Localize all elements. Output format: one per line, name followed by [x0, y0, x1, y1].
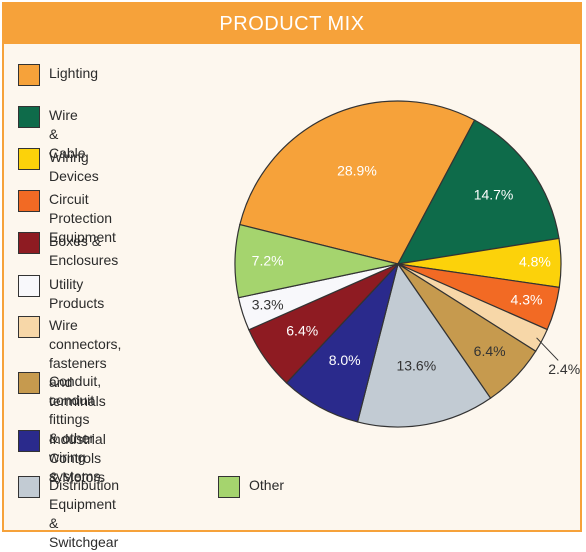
legend-label: Utility Products: [49, 276, 105, 311]
legend-swatch: [218, 476, 240, 498]
legend-item: Wire connectors, fasteners and terminals: [18, 316, 121, 411]
pie-slice: [356, 262, 492, 428]
legend-label: Wiring Devices: [49, 149, 99, 184]
legend-item: Boxes & Enclosures: [18, 232, 118, 270]
legend-item: Lighting: [18, 64, 98, 86]
legend-swatch: [18, 316, 40, 338]
leader-line: [536, 337, 559, 361]
slice-label: 2.4%: [548, 361, 580, 377]
slice-label: 3.3%: [252, 297, 284, 313]
legend-item: Other: [218, 476, 284, 498]
legend-swatch: [18, 106, 40, 128]
chart-header: PRODUCT MIX: [4, 4, 580, 44]
slice-label: 14.7%: [474, 187, 514, 203]
legend-swatch: [18, 476, 40, 498]
legend-item: Wire & Cable: [18, 106, 86, 163]
pie-slice: [239, 100, 476, 265]
slice-label: 8.0%: [329, 352, 361, 368]
legend-swatch: [18, 232, 40, 254]
legend-label: Boxes & Enclosures: [49, 233, 119, 268]
legend-label: Circuit Protection Equipment: [49, 191, 116, 245]
slice-label: 7.2%: [252, 252, 284, 268]
legend-swatch: [18, 64, 40, 86]
legend-swatch: [18, 372, 40, 394]
legend-item: Conduit, conduit fittings & other wiring…: [18, 372, 101, 486]
legend-item: Wiring Devices: [18, 148, 99, 186]
slice-label: 28.9%: [337, 162, 377, 178]
pie-slice: [234, 223, 399, 299]
legend-swatch: [18, 430, 40, 452]
slice-label: 4.8%: [519, 254, 551, 270]
chart-title: PRODUCT MIX: [219, 12, 365, 35]
legend-label: Wire & Cable: [49, 107, 86, 161]
slice-label: 6.4%: [474, 343, 506, 359]
legend-label: Lighting: [49, 65, 99, 81]
legend-swatch: [18, 275, 40, 297]
legend-label: Wire connectors, fasteners and terminals: [49, 317, 122, 409]
pie-chart: 28.9%14.7%4.8%4.3%2.4%6.4%13.6%8.0%6.4%3…: [234, 100, 580, 428]
legend-label: Industrial Controls & Motors: [49, 431, 106, 485]
slice-label: 13.6%: [396, 357, 436, 373]
legend-item: Utility Products: [18, 275, 104, 313]
pie-slice: [396, 119, 560, 265]
legend-label: Other: [249, 477, 285, 493]
legend-label: Conduit, conduit fittings & other wiring…: [49, 373, 102, 484]
slice-label: 6.4%: [286, 323, 318, 339]
legend-item: Industrial Controls & Motors: [18, 430, 106, 487]
legend-item: Circuit Protection Equipment: [18, 190, 116, 247]
slice-label: 4.3%: [511, 292, 543, 308]
legend-swatch: [18, 148, 40, 170]
legend-swatch: [18, 190, 40, 212]
